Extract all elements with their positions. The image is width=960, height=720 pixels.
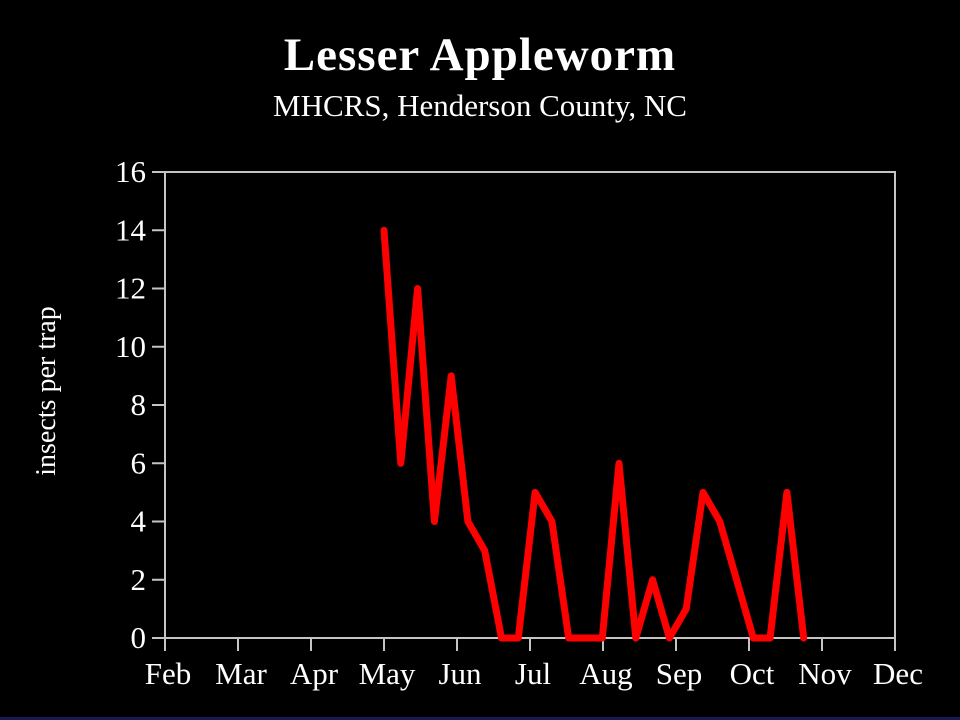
- y-tick-label: 0: [131, 620, 147, 655]
- x-tick-label: Mar: [215, 656, 267, 691]
- y-tick-label: 10: [115, 329, 146, 364]
- y-tick-label: 8: [131, 387, 147, 422]
- x-tick-label: Jul: [515, 656, 551, 691]
- x-tick-label: Aug: [579, 656, 632, 691]
- x-tick-label: Oct: [730, 656, 775, 691]
- bottom-accent-bar: [0, 717, 960, 720]
- y-tick-label: 12: [115, 271, 146, 306]
- y-tick-label: 4: [131, 504, 147, 539]
- plot-frame: [164, 171, 896, 639]
- y-tick-label: 2: [131, 562, 147, 597]
- x-tick-label: Apr: [290, 656, 339, 691]
- x-tick-label: Nov: [798, 656, 852, 691]
- chart-title: Lesser Appleworm: [283, 29, 677, 81]
- chart-subtitle: MHCRS, Henderson County, NC: [273, 88, 687, 123]
- x-tick-label: May: [359, 656, 416, 691]
- x-tick-label: Sep: [656, 656, 703, 691]
- data-line: [380, 226, 808, 642]
- x-tick-label: Feb: [145, 656, 192, 691]
- x-tick-label: Dec: [873, 656, 923, 691]
- y-tick-label: 6: [131, 445, 147, 480]
- x-tick-label: Jun: [438, 656, 482, 691]
- y-tick-label: 14: [115, 212, 147, 247]
- y-tick-label: 16: [115, 154, 146, 189]
